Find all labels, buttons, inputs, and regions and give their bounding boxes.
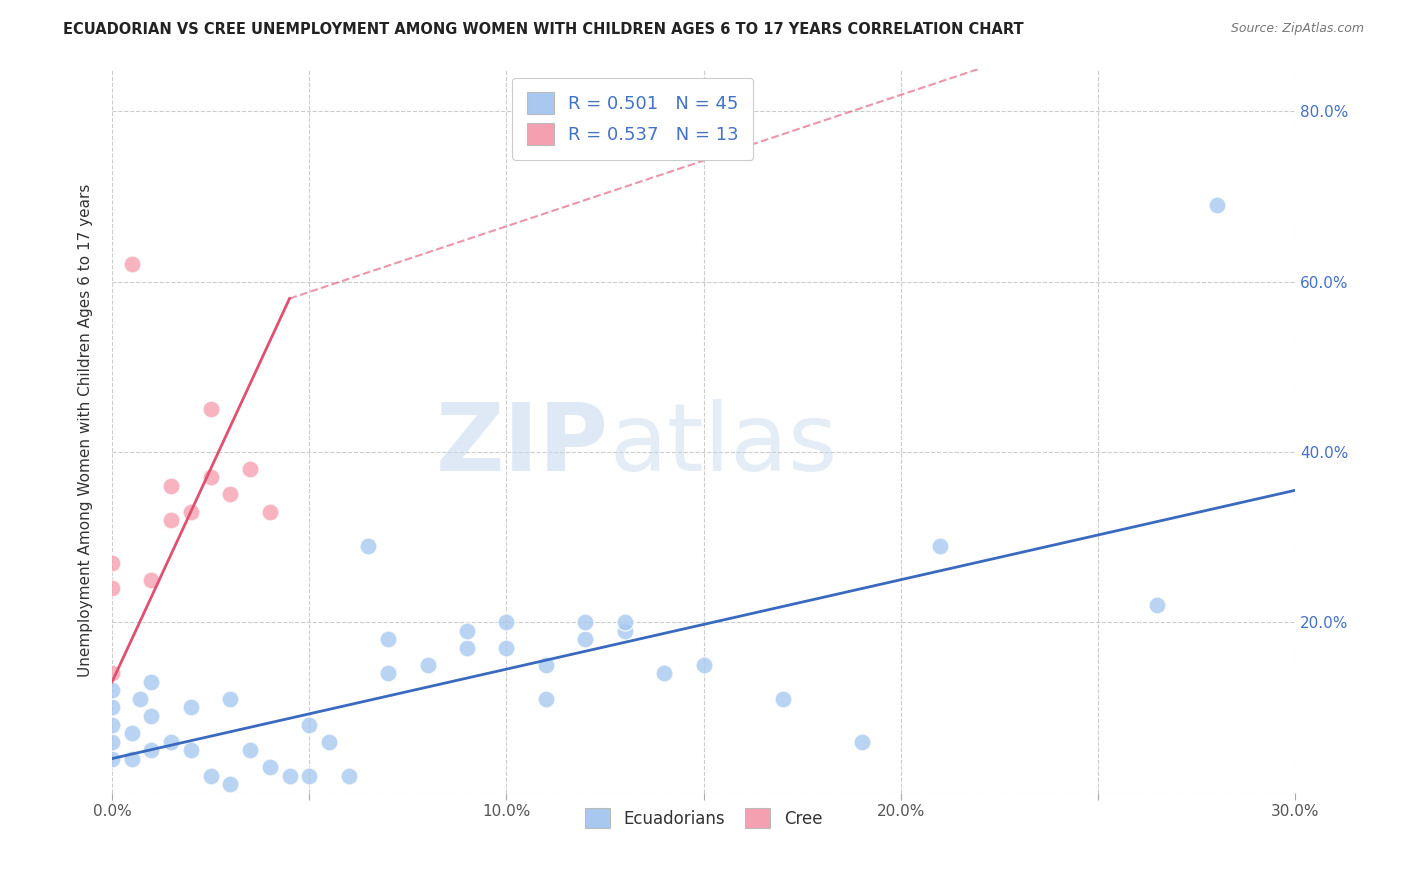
Point <box>239 743 262 757</box>
Point <box>160 479 183 493</box>
Point <box>495 640 517 655</box>
Y-axis label: Unemployment Among Women with Children Ages 6 to 17 years: Unemployment Among Women with Children A… <box>79 184 93 677</box>
Text: ZIP: ZIP <box>436 399 609 491</box>
Text: Source: ZipAtlas.com: Source: ZipAtlas.com <box>1230 22 1364 36</box>
Point <box>101 717 124 731</box>
Point <box>141 709 163 723</box>
Point <box>219 487 242 501</box>
Point <box>298 769 321 783</box>
Point <box>851 734 873 748</box>
Point <box>495 615 517 630</box>
Point <box>416 657 439 672</box>
Point <box>259 760 281 774</box>
Point <box>121 726 143 740</box>
Point <box>121 257 143 271</box>
Point <box>101 751 124 765</box>
Point <box>1146 599 1168 613</box>
Point <box>101 581 124 595</box>
Point <box>200 769 222 783</box>
Point <box>772 692 794 706</box>
Point <box>278 769 301 783</box>
Point <box>200 470 222 484</box>
Point <box>318 734 340 748</box>
Point <box>377 666 399 681</box>
Point <box>101 700 124 714</box>
Point <box>377 632 399 647</box>
Point <box>180 700 202 714</box>
Point <box>128 692 150 706</box>
Point <box>456 624 478 638</box>
Point <box>693 657 716 672</box>
Text: ECUADORIAN VS CREE UNEMPLOYMENT AMONG WOMEN WITH CHILDREN AGES 6 TO 17 YEARS COR: ECUADORIAN VS CREE UNEMPLOYMENT AMONG WO… <box>63 22 1024 37</box>
Point <box>141 743 163 757</box>
Point <box>101 683 124 698</box>
Point <box>534 692 557 706</box>
Point <box>160 513 183 527</box>
Point <box>141 573 163 587</box>
Point <box>180 743 202 757</box>
Point <box>534 657 557 672</box>
Point <box>337 769 360 783</box>
Point <box>200 402 222 417</box>
Point <box>180 504 202 518</box>
Point <box>652 666 675 681</box>
Point <box>219 692 242 706</box>
Point <box>929 539 952 553</box>
Point <box>259 504 281 518</box>
Point <box>456 640 478 655</box>
Point <box>357 539 380 553</box>
Point <box>613 615 636 630</box>
Point <box>613 624 636 638</box>
Point <box>101 666 124 681</box>
Point <box>160 734 183 748</box>
Legend: Ecuadorians, Cree: Ecuadorians, Cree <box>579 801 828 835</box>
Point <box>121 751 143 765</box>
Point <box>101 734 124 748</box>
Point <box>141 674 163 689</box>
Point <box>298 717 321 731</box>
Point <box>574 615 596 630</box>
Point <box>219 777 242 791</box>
Point <box>1205 198 1227 212</box>
Point <box>101 556 124 570</box>
Point <box>239 462 262 476</box>
Text: atlas: atlas <box>609 399 838 491</box>
Point <box>574 632 596 647</box>
